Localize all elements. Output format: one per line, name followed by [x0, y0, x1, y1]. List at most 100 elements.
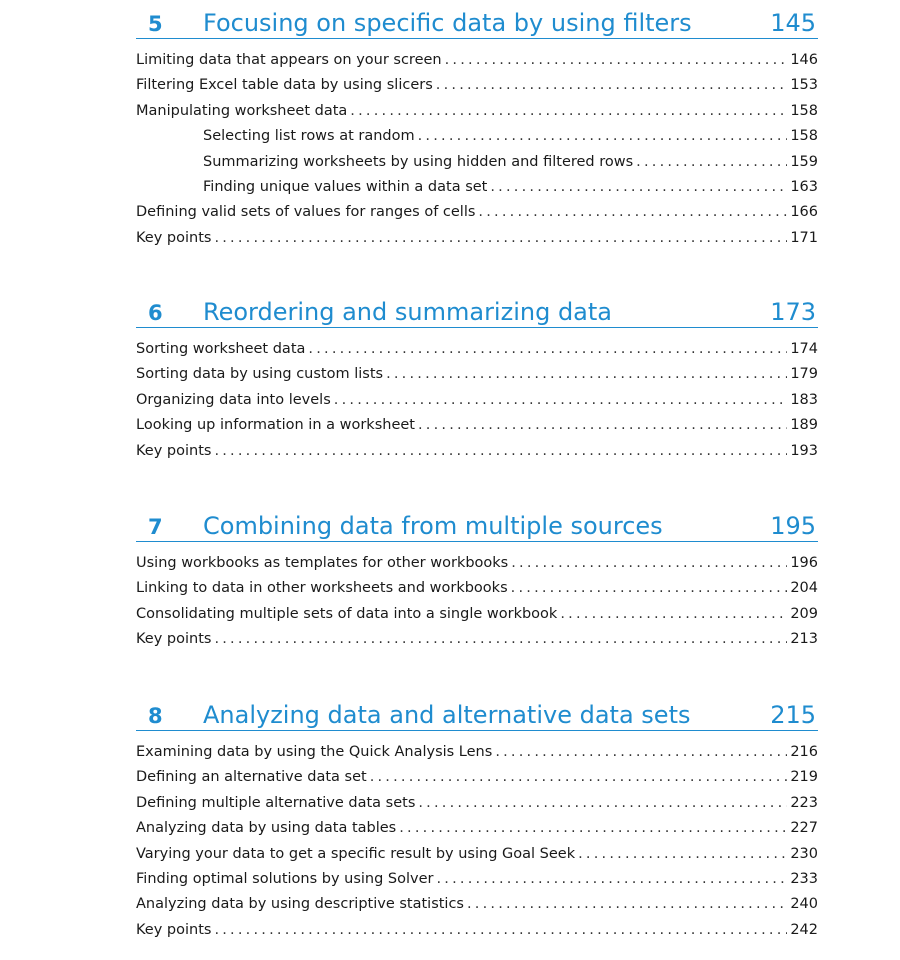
toc-entry-title: Manipulating worksheet data [136, 102, 348, 119]
toc-entry-page: 166 [790, 204, 818, 221]
toc-entry-title: Examining data by using the Quick Analys… [136, 744, 493, 760]
toc-entry-page: 189 [790, 417, 818, 434]
toc-entry[interactable]: Limiting data that appears on your scree… [136, 48, 818, 73]
toc-subentry[interactable]: Finding unique values within a data set … [136, 175, 818, 200]
dot-leader [386, 362, 787, 387]
toc-entry-title: Key points [136, 229, 212, 246]
toc-entry-page: 240 [790, 896, 818, 913]
toc-entry-list: Using workbooks as templates for other w… [136, 551, 818, 653]
toc-entry[interactable]: Defining an alternative data set 219 [136, 765, 818, 790]
toc-entry-page: 213 [790, 631, 818, 648]
dot-leader [478, 200, 787, 225]
dot-leader [334, 388, 788, 413]
chapter-page-number: 195 [770, 512, 816, 540]
toc-entry-page: 242 [790, 921, 818, 938]
toc-entry-title: Consolidating multiple sets of data into… [136, 605, 558, 622]
toc-entry-page: 158 [790, 102, 818, 119]
toc-entry-title: Looking up information in a worksheet [136, 417, 415, 434]
toc-entry-title: Key points [136, 921, 212, 938]
toc-entry-list: Limiting data that appears on your scree… [136, 48, 818, 251]
toc-entry[interactable]: Organizing data into levels 183 [136, 388, 818, 413]
toc-entry-title: Using workbooks as templates for other w… [136, 555, 509, 571]
toc-entry[interactable]: Consolidating multiple sets of data into… [136, 602, 818, 627]
chapter-title[interactable]: Reordering and summarizing data [203, 298, 612, 326]
dot-leader [350, 99, 787, 124]
toc-entry-title: Selecting list rows at random [203, 128, 415, 145]
toc-entry-title: Sorting data by using custom lists [136, 366, 384, 383]
toc-entry[interactable]: Sorting data by using custom lists 179 [136, 362, 818, 387]
toc-entry[interactable]: Using workbooks as templates for other w… [136, 551, 818, 576]
toc-entry-page: 159 [790, 153, 818, 170]
dot-leader [214, 918, 787, 943]
dot-leader [437, 867, 788, 892]
toc-entry-title: Filtering Excel table data by using slic… [136, 77, 433, 94]
toc-entry[interactable]: Filtering Excel table data by using slic… [136, 73, 818, 98]
toc-entry-page: 196 [790, 555, 818, 571]
toc-subentry[interactable]: Summarizing worksheets by using hidden a… [136, 150, 818, 175]
toc-entry[interactable]: Looking up information in a worksheet 18… [136, 413, 818, 438]
toc-subentry[interactable]: Selecting list rows at random 158 [136, 124, 818, 149]
chapter-number: 6 [148, 301, 163, 325]
dot-leader [418, 791, 787, 816]
toc-entry[interactable]: Linking to data in other worksheets and … [136, 576, 818, 601]
toc-entry[interactable]: Varying your data to get a specific resu… [136, 842, 818, 867]
dot-leader [490, 175, 787, 200]
toc-entry-page: 209 [790, 605, 818, 622]
toc-entry[interactable]: Analyzing data by using descriptive stat… [136, 892, 818, 917]
chapter-title[interactable]: Focusing on specific data by using filte… [203, 9, 692, 37]
chapter-title[interactable]: Combining data from multiple sources [203, 512, 663, 540]
toc-entry[interactable]: Key points 242 [136, 918, 818, 943]
toc-entry-title: Limiting data that appears on your scree… [136, 52, 442, 68]
toc-entry-page: 171 [790, 229, 818, 246]
chapter-7: 7 Combining data from multiple sources 1… [136, 505, 818, 653]
dot-leader [436, 73, 788, 98]
chapter-page-number: 173 [770, 298, 816, 326]
toc-entry-page: 179 [790, 366, 818, 383]
dot-leader [560, 602, 787, 627]
toc-entry-page: 204 [790, 580, 818, 597]
chapter-page-number: 145 [770, 9, 816, 37]
toc-entry-page: 193 [790, 442, 818, 459]
toc-entry-page: 223 [790, 794, 818, 811]
toc-entry-title: Varying your data to get a specific resu… [136, 845, 576, 862]
toc-entry-title: Organizing data into levels [136, 391, 331, 408]
toc-entry-page: 216 [790, 744, 818, 760]
toc-entry-title: Defining an alternative data set [136, 769, 367, 786]
toc-entry[interactable]: Analyzing data by using data tables 227 [136, 816, 818, 841]
toc-entry[interactable]: Defining multiple alternative data sets … [136, 791, 818, 816]
toc-entry-page: 158 [790, 128, 818, 145]
toc-entry-title: Sorting worksheet data [136, 341, 306, 357]
toc-entry[interactable]: Key points 213 [136, 627, 818, 652]
toc-entry[interactable]: Examining data by using the Quick Analys… [136, 740, 818, 765]
toc-entry-list: Examining data by using the Quick Analys… [136, 740, 818, 943]
dot-leader [511, 576, 788, 601]
chapter-number: 7 [148, 515, 163, 539]
dot-leader [214, 627, 787, 652]
toc-entry-title: Finding unique values within a data set [203, 178, 488, 195]
toc-entry-list: Sorting worksheet data 174 Sorting data … [136, 337, 818, 464]
toc-entry[interactable]: Sorting worksheet data 174 [136, 337, 818, 362]
chapter-6: 6 Reordering and summarizing data 173 So… [136, 291, 818, 464]
toc-entry[interactable]: Defining valid sets of values for ranges… [136, 200, 818, 225]
toc-entry-title: Summarizing worksheets by using hidden a… [203, 153, 634, 170]
toc-entry-page: 219 [790, 769, 818, 786]
dot-leader [467, 892, 787, 917]
chapter-title[interactable]: Analyzing data and alternative data sets [203, 701, 691, 729]
dot-leader [418, 413, 787, 438]
toc-entry-page: 227 [790, 820, 818, 837]
toc-entry[interactable]: Key points 171 [136, 226, 818, 251]
toc-entry-page: 146 [790, 52, 818, 68]
chapter-5: 5 Focusing on specific data by using fil… [136, 2, 818, 251]
dot-leader [445, 48, 788, 73]
toc-entry-page: 230 [790, 845, 818, 862]
dot-leader [214, 226, 787, 251]
toc-entry[interactable]: Manipulating worksheet data 158 [136, 99, 818, 124]
dot-leader [370, 765, 788, 790]
toc-entry-title: Key points [136, 631, 212, 648]
toc-entry-title: Analyzing data by using descriptive stat… [136, 896, 464, 913]
dot-leader [308, 337, 787, 362]
toc-entry-title: Defining valid sets of values for ranges… [136, 204, 476, 221]
toc-entry[interactable]: Finding optimal solutions by using Solve… [136, 867, 818, 892]
toc-entry-page: 174 [790, 341, 818, 357]
toc-entry[interactable]: Key points 193 [136, 439, 818, 464]
